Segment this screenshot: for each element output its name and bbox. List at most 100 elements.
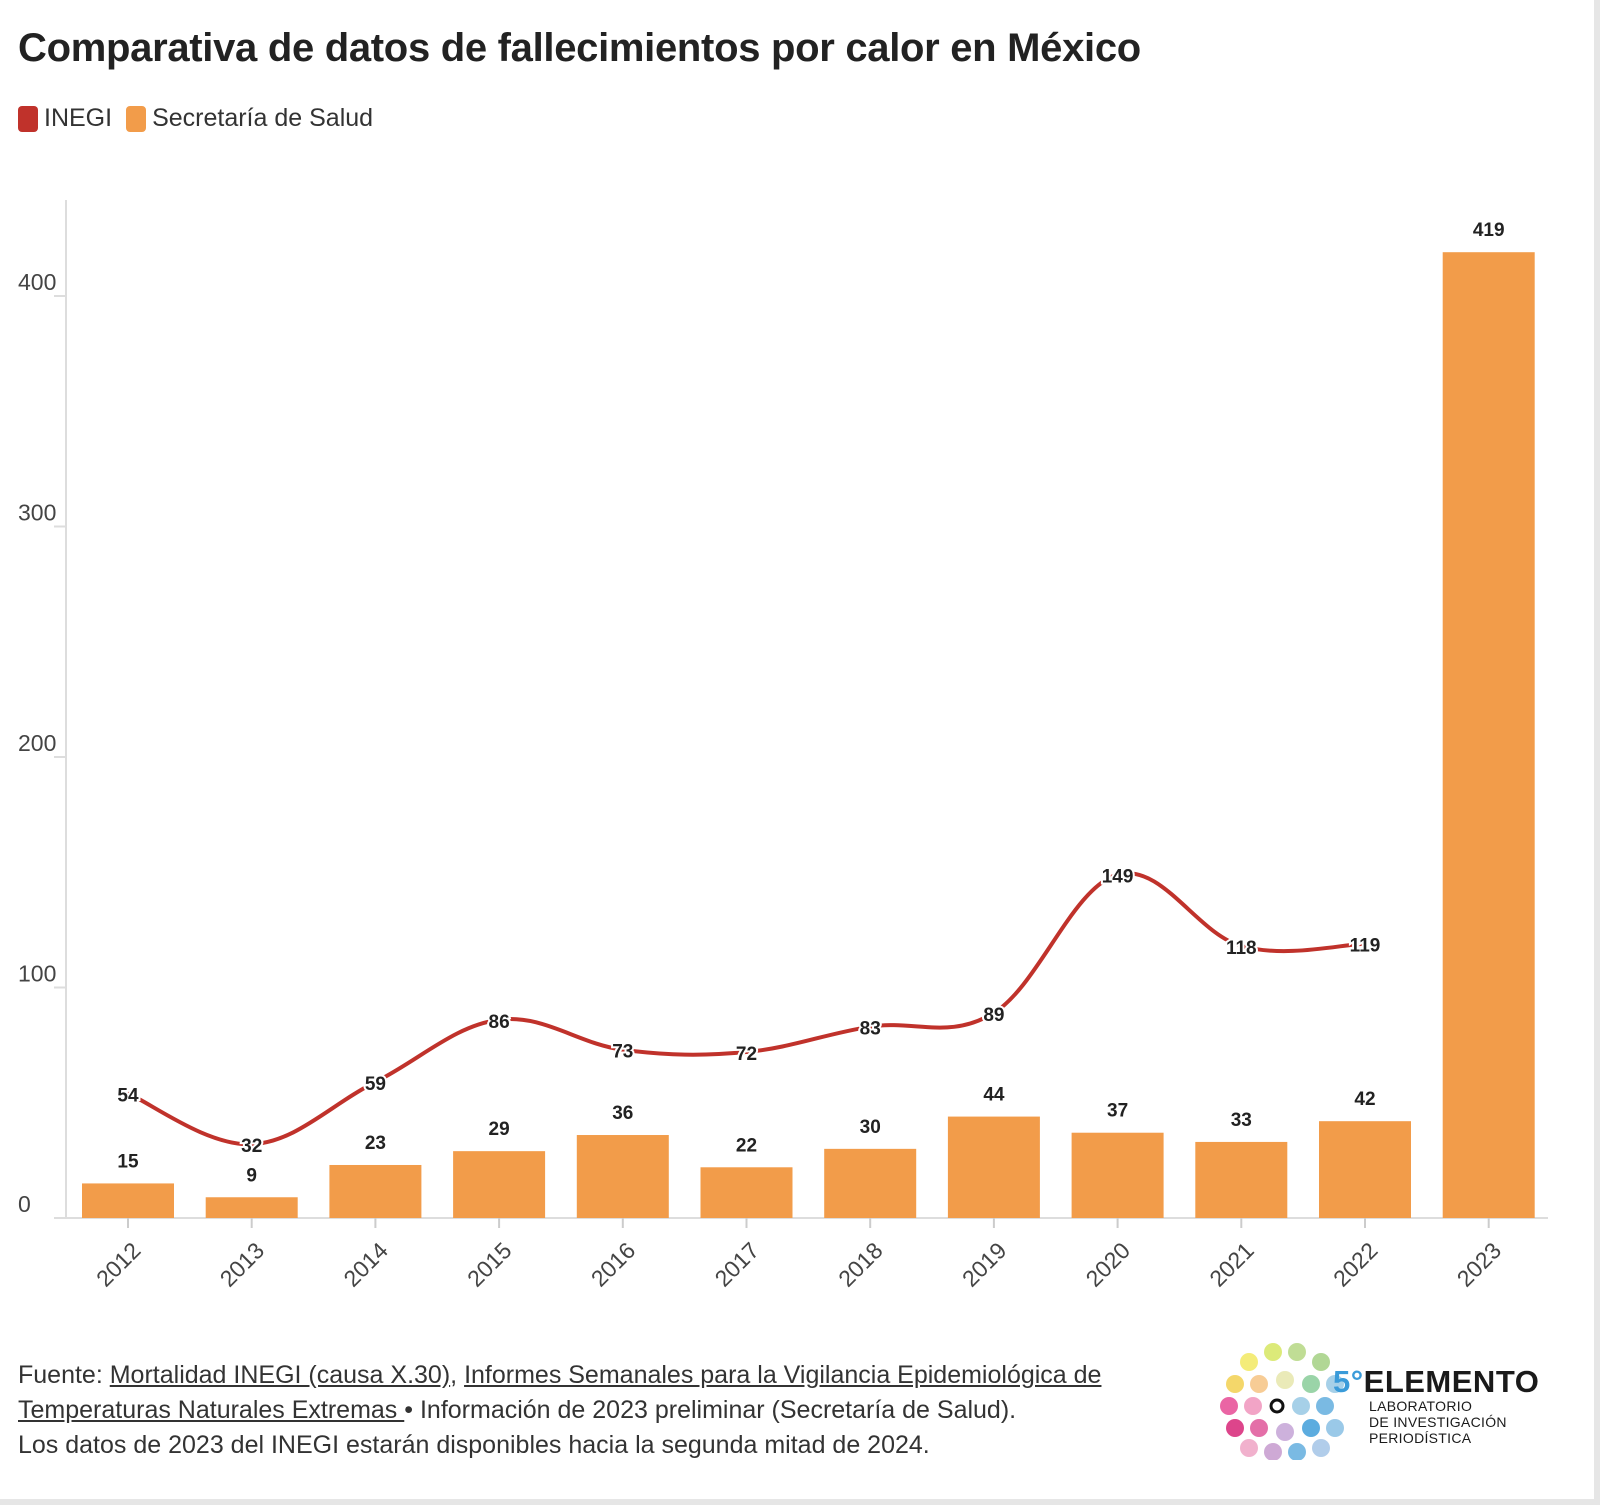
inegi-data-label: 118 [1226, 938, 1257, 959]
frame-border-right [1594, 0, 1600, 1505]
bar-data-label: 15 [117, 1151, 139, 1172]
logo-subtitle-3: PERIODÍSTICA [1369, 1430, 1472, 1446]
x-tick-label: 2020 [1081, 1237, 1136, 1292]
x-tick-label: 2014 [338, 1237, 393, 1292]
logo: 5°ELEMENTO LABORATORIO DE INVESTIGACIÓN … [1333, 1364, 1540, 1447]
x-tick-label: 2017 [709, 1237, 764, 1292]
inegi-data-label: 59 [365, 1074, 386, 1095]
bar [82, 1183, 174, 1218]
bar [1319, 1121, 1411, 1218]
y-tick-label: 200 [18, 730, 56, 756]
logo-subtitle-1: LABORATORIO [1369, 1398, 1473, 1414]
legend-label-secretaria-de-salud: Secretaría de Salud [152, 104, 374, 132]
legend-swatch-inegi [18, 105, 38, 132]
bar-data-label: 419 [1473, 220, 1505, 241]
chart-plot: 0 100 200 300 400 2012 2013 2014 2015 2016 2017 201… [18, 200, 1548, 1292]
bar [947, 1116, 1040, 1218]
inegi-data-label: 32 [241, 1136, 262, 1157]
logo-dot [1288, 1343, 1306, 1361]
bar-data-label: 44 [983, 1085, 1005, 1106]
logo-dot [1250, 1419, 1268, 1437]
inegi-data-label: 149 [1102, 867, 1134, 888]
logo-prefix: 5° [1333, 1364, 1364, 1399]
chart-title: Comparativa de datos de fallecimientos p… [18, 26, 1141, 70]
logo-dot [1326, 1419, 1344, 1437]
bar [329, 1164, 422, 1218]
bar [1442, 252, 1535, 1218]
chart-footer: Fuente: Mortalidad INEGI (causa X.30), I… [18, 1358, 1178, 1463]
inegi-data-label: 73 [612, 1042, 633, 1063]
legend-item-inegi[interactable]: INEGI [18, 104, 112, 133]
logo-dot [1220, 1397, 1238, 1415]
x-tick-label: 2013 [215, 1237, 270, 1292]
source-link-inegi[interactable]: Mortalidad INEGI (causa X.30) [109, 1361, 451, 1389]
logo-dot [1316, 1397, 1334, 1415]
legend-label-inegi: INEGI [44, 104, 113, 132]
logo-dot [1288, 1443, 1306, 1460]
source-prefix: Fuente: [18, 1361, 110, 1389]
bar [1071, 1132, 1164, 1218]
x-tick-label: 2018 [833, 1237, 888, 1292]
bar-data-label: 9 [246, 1165, 257, 1186]
legend: INEGI Secretaría de Salud [18, 104, 373, 133]
inegi-data-label: 119 [1350, 936, 1381, 957]
logo-dot [1302, 1419, 1320, 1437]
bar-data-label: 42 [1354, 1089, 1375, 1110]
source-note-preliminary: • Información de 2023 preliminar (Secret… [404, 1396, 1017, 1424]
logo-dot [1240, 1353, 1258, 1371]
y-tick-label: 100 [18, 961, 56, 987]
logo-dot [1302, 1375, 1320, 1393]
inegi-data-label: 86 [489, 1012, 510, 1033]
source-link-secretaria[interactable]: Informes Semanales para la Vigilancia Ep… [18, 1361, 1102, 1424]
x-tick-label: 2023 [1452, 1237, 1507, 1292]
logo-dot [1226, 1419, 1244, 1437]
source-separator: , [450, 1361, 465, 1389]
x-tick-label: 2016 [586, 1237, 641, 1292]
logo-name: 5°ELEMENTO [1333, 1364, 1540, 1399]
x-tick-label: 2012 [91, 1237, 146, 1292]
logo-dot [1276, 1423, 1294, 1441]
logo-dot [1264, 1443, 1282, 1460]
source-note-inegi-2023: Los datos de 2023 del INEGI estarán disp… [18, 1431, 930, 1459]
logo-dot [1250, 1375, 1268, 1393]
logo-center-ring [1269, 1398, 1285, 1414]
inegi-data-label: 72 [736, 1044, 757, 1065]
x-tick-label: 2022 [1328, 1237, 1383, 1292]
y-tick-label: 0 [18, 1191, 31, 1217]
bar-data-label: 37 [1107, 1101, 1128, 1122]
y-tick-label: 300 [18, 500, 56, 526]
logo-dot [1264, 1343, 1282, 1361]
bar [1195, 1141, 1288, 1218]
logo-dot [1326, 1375, 1344, 1393]
logo-dot [1312, 1353, 1330, 1371]
x-tick-label: 2021 [1204, 1237, 1259, 1292]
logo-icon [1220, 1343, 1344, 1460]
bar-data-label: 36 [612, 1103, 633, 1124]
bar-data-label: 30 [860, 1117, 881, 1138]
bar [824, 1148, 917, 1218]
bar [576, 1135, 669, 1218]
bar-data-label: 29 [489, 1119, 510, 1140]
y-tick-label: 400 [18, 269, 56, 295]
logo-dot [1312, 1439, 1330, 1457]
bar-data-label: 33 [1231, 1110, 1252, 1131]
logo-dot [1226, 1375, 1244, 1393]
legend-swatch-secretaria-de-salud [126, 105, 147, 132]
x-tick-label: 2015 [462, 1237, 517, 1292]
inegi-line [126, 871, 1367, 1147]
logo-dot [1292, 1397, 1310, 1415]
bar [700, 1167, 793, 1218]
logo-dot [1276, 1371, 1294, 1389]
logo-subtitle-2: DE INVESTIGACIÓN [1369, 1414, 1507, 1430]
logo-dot [1244, 1397, 1262, 1415]
inegi-data-label: 54 [117, 1086, 139, 1107]
bar [453, 1151, 546, 1218]
x-tick-label: 2019 [957, 1237, 1012, 1292]
frame-border-bottom [0, 1499, 1600, 1505]
inegi-data-label: 89 [983, 1005, 1004, 1026]
logo-dot [1240, 1439, 1258, 1457]
bar [205, 1197, 298, 1218]
legend-item-secretaria-de-salud[interactable]: Secretaría de Salud [126, 104, 373, 133]
bar-data-label: 22 [736, 1135, 757, 1156]
inegi-data-label: 83 [860, 1019, 881, 1040]
